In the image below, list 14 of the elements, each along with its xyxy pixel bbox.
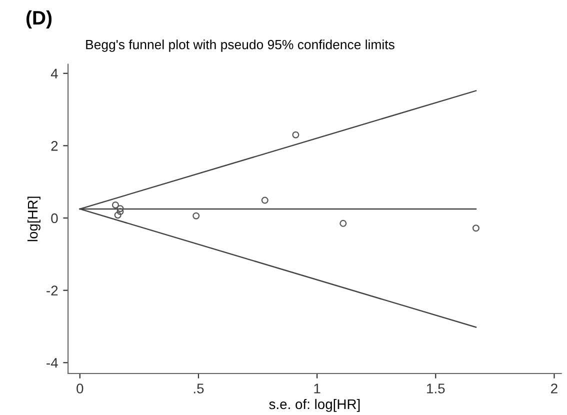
x-axis-title: s.e. of: log[HR] [269,398,360,412]
x-tick-label: 0 [76,384,84,394]
y-tick-label: 2 [51,141,58,151]
y-tick-label: -4 [46,358,58,368]
y-tick-label: -2 [46,286,58,296]
y-tick-label: 4 [50,68,58,78]
x-tick-label: .5 [194,384,204,394]
x-tick-label: 2 [551,384,558,394]
x-tick-label: 1 [314,384,320,394]
text: (D) [26,10,52,28]
x-tick-label: 1.5 [427,384,445,394]
y-axis-title: log[HR] [27,196,40,242]
chart-title: Begg's funnel plot with pseudo 95% confidence limits [86,40,394,52]
y-tick-label: 0 [51,213,58,224]
